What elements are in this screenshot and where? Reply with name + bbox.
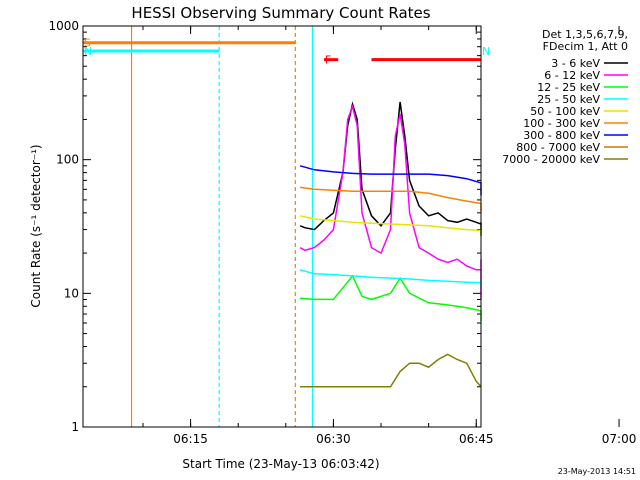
legend-label: 100 - 300 keV <box>523 117 600 130</box>
legend-label: 3 - 6 keV <box>551 57 600 70</box>
legend-label: 12 - 25 keV <box>537 81 600 94</box>
legend-label: 7000 - 20000 keV <box>502 153 600 166</box>
footer-date: 23-May-2013 14:51 <box>558 467 636 476</box>
y-tick-label: 1 <box>71 420 79 434</box>
series-line <box>300 274 482 322</box>
series-line <box>299 269 482 287</box>
legend-label: 800 - 7000 keV <box>516 141 600 154</box>
legend-label: 300 - 800 keV <box>523 129 600 142</box>
interval-label: N <box>482 45 490 58</box>
x-tick-label: 06:30 <box>316 432 351 446</box>
interval-label: N <box>84 45 92 58</box>
plot-frame <box>82 25 482 428</box>
x-axis-label: Start Time (23-May-13 06:03:42) <box>182 457 379 471</box>
legend-label: 50 - 100 keV <box>530 105 600 118</box>
y-tick-label: 1000 <box>48 19 79 33</box>
x-tick-label: 06:45 <box>459 432 494 446</box>
y-tick-label: 100 <box>56 153 79 167</box>
legend-label: 6 - 12 keV <box>544 69 600 82</box>
legend-header: FDecim 1, Att 0 <box>543 40 628 53</box>
series-line <box>300 353 482 388</box>
x-tick-label: 06:15 <box>173 432 208 446</box>
y-axis-label: Count Rate (s⁻¹ detector⁻¹) <box>29 144 43 307</box>
legend-header: Det 1,3,5,6,7,9, <box>542 28 628 41</box>
legend-label: 25 - 50 keV <box>537 93 600 106</box>
interval-label: S <box>84 37 91 50</box>
chart-title: HESSI Observing Summary Count Rates <box>131 4 430 22</box>
y-tick-label: 10 <box>64 286 79 300</box>
chart-marks: 110100100006:1506:3006:4507:0007:1507:30… <box>48 19 637 446</box>
x-tick-label: 07:00 <box>602 432 637 446</box>
interval-label: F <box>325 54 331 67</box>
legend: Det 1,3,5,6,7,9,FDecim 1, Att 0 3 - 6 keV… <box>502 28 628 166</box>
